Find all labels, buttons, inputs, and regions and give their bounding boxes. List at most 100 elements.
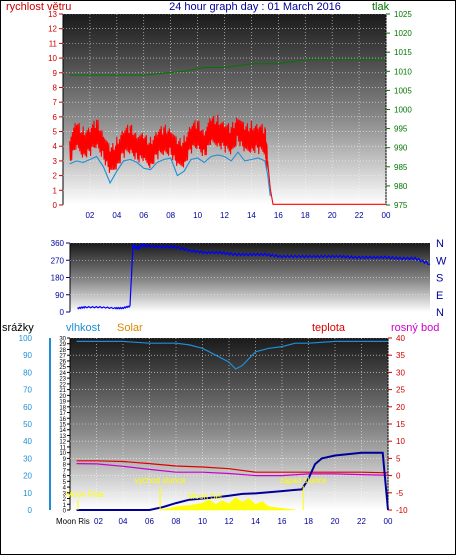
wind-tick-label: 8 [53, 83, 58, 92]
wind-tick-label: 0 [53, 201, 58, 210]
humidity-x-tick-label: 22 [357, 517, 366, 526]
humidity-x-tick-label: 08 [172, 517, 181, 526]
rain-tick-label: 1 [63, 503, 67, 509]
event-label: západ slunce [280, 476, 328, 485]
rain-tick-label: 18 [59, 405, 66, 411]
direction-tick-label: 0 [60, 308, 65, 317]
wind-x-tick-label: 14 [247, 211, 256, 220]
compass-label: E [436, 290, 443, 302]
rain-series-line [76, 451, 389, 511]
rain-tick-label: 29 [59, 342, 66, 348]
humidity-ticks: 0 10 20 30 40 50 60 70 80 90 100 [19, 334, 33, 515]
wind-x-tick-label: 20 [328, 211, 337, 220]
rain-tick-label: 24 [59, 371, 66, 377]
temperature-tick-label: 20 [396, 403, 405, 412]
wind-series [69, 59, 386, 205]
direction-series-line [77, 243, 431, 310]
rain-tick-label: 13 [59, 434, 66, 440]
humidity-tick-label: 60 [23, 403, 32, 412]
direction-tick-label: 90 [55, 291, 64, 300]
rain-tick-label: 2 [63, 497, 67, 503]
humidity-series [76, 340, 389, 511]
pressure-tick-label: 995 [394, 125, 408, 134]
wind-axis-title: rychlost větru [6, 1, 71, 13]
humidity-x-tick-label: 04 [119, 517, 128, 526]
wind-x-tick-label: 08 [166, 211, 175, 220]
humidity-tick-label: 90 [23, 351, 32, 360]
wind-tick-label: 11 [49, 39, 58, 48]
event-label: Moon Set [188, 492, 223, 501]
wind-x-tick-label: 06 [139, 211, 148, 220]
humidity-axis-title: vlhkost [66, 322, 100, 334]
temperature-tick-label: 15 [396, 420, 405, 429]
wind-grid [63, 13, 387, 206]
humidity-x-tick-label: 06 [145, 517, 154, 526]
direction-tick-label: 270 [51, 256, 65, 265]
humidity-tick-label: 0 [28, 506, 33, 515]
direction-tick-label: 360 [51, 239, 65, 248]
rain-tick-label: 4 [63, 486, 67, 492]
wind-x-tick-label: 00 [382, 211, 391, 220]
rain-tick-label: 28 [59, 348, 66, 354]
wind-x-tick-label: 22 [355, 211, 364, 220]
temperature-tick-label: 40 [396, 334, 405, 343]
rain-tick-label: 8 [63, 463, 67, 469]
rain-tick-label: 19 [59, 400, 66, 406]
compass-label: N [436, 307, 444, 319]
solar-series-area [160, 497, 296, 511]
rain-tick-label: 10 [59, 451, 66, 457]
compass-label: N [436, 238, 444, 250]
rain-tick-label: 26 [59, 359, 66, 365]
pressure-tick-label: 1015 [394, 48, 412, 57]
event-label: východ slunce [135, 476, 186, 485]
rain-tick-label: 27 [59, 354, 66, 360]
pressure-axis-title: tlak [372, 1, 390, 13]
wind-x-tick-label: 02 [85, 211, 94, 220]
humidity-x-tick-label: 14 [251, 517, 260, 526]
wind-tick-label: 3 [53, 157, 58, 166]
pressure-tick-label: 1000 [394, 106, 412, 115]
temperature-tick-label: 35 [396, 351, 405, 360]
humidity-x-tick-label: 10 [198, 517, 207, 526]
rain-tick-label: 12 [59, 440, 66, 446]
wind-tick-label: 10 [48, 54, 57, 63]
chart-title: 24 hour graph day : 01 March 2016 [169, 1, 341, 13]
humidity-tick-label: 40 [23, 437, 32, 446]
humidity-x-tick-label: 16 [278, 517, 287, 526]
rain-tick-label: 5 [63, 480, 67, 486]
rain-tick-label: 3 [63, 491, 67, 497]
pressure-tick-label: 1005 [394, 86, 412, 95]
pressure-tick-label: 1020 [394, 29, 412, 38]
wind-tick-label: 9 [53, 69, 58, 78]
rain-tick-label: 22 [59, 382, 66, 388]
humidity-x-tick-label: 18 [304, 517, 313, 526]
direction-series [77, 243, 431, 310]
humidity-x-tick-label: 00 [384, 517, 393, 526]
humidity-x-tick-label: 12 [225, 517, 234, 526]
humidity-tick-label: 80 [23, 368, 32, 377]
dewpoint-series-line [76, 463, 389, 477]
rain-tick-label: 30 [59, 337, 66, 343]
humidity-tick-label: 20 [23, 472, 32, 481]
rain-axis-title: srážky [2, 322, 34, 334]
solar-axis-title: Solar [117, 322, 143, 334]
rain-ticks: 0123456789101112131415161718192021222324… [59, 337, 70, 515]
wind-tick-label: 5 [53, 128, 58, 137]
humidity-tick-label: 30 [23, 454, 32, 463]
rain-tick-label: 14 [59, 428, 66, 434]
rain-tick-label: 6 [63, 474, 67, 480]
rain-tick-label: 15 [59, 423, 66, 429]
rain-tick-label: 20 [59, 394, 66, 400]
temperature-tick-label: 10 [396, 437, 405, 446]
wind-x-tick-label: 10 [193, 211, 202, 220]
wind-x-tick-label: 18 [301, 211, 310, 220]
wind-tick-label: 13 [48, 10, 57, 19]
wind-x-tick-label: 12 [220, 211, 229, 220]
pressure-tick-label: 990 [394, 144, 408, 153]
